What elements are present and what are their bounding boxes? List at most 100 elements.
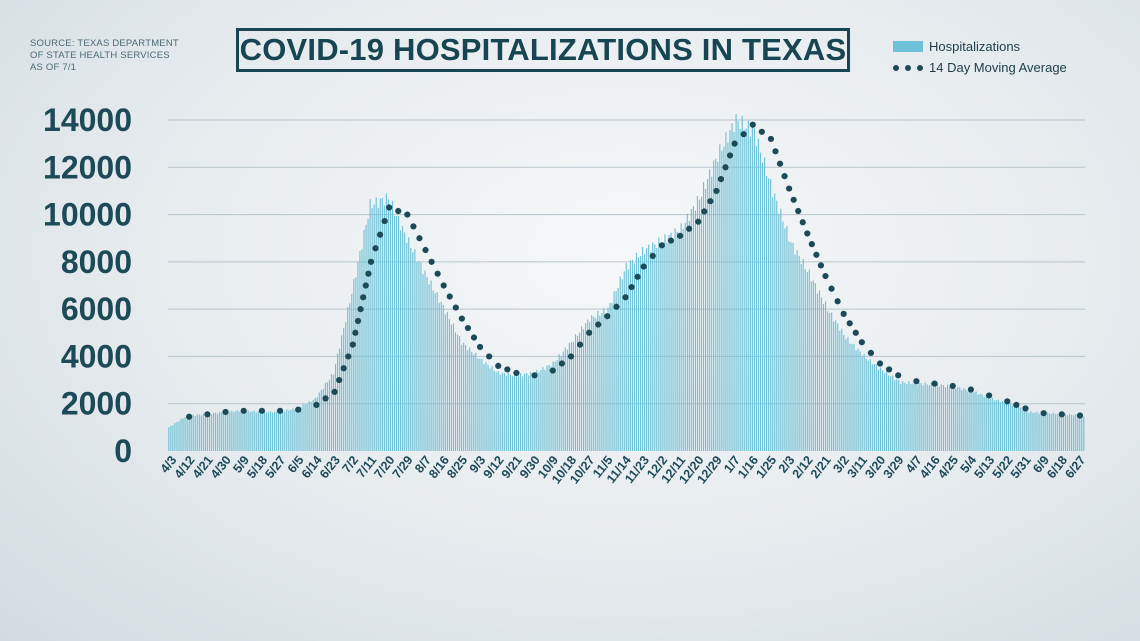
bar	[469, 347, 471, 451]
moving-average-dot	[416, 235, 423, 242]
x-tick-label: 6/27	[1062, 453, 1088, 481]
bar	[981, 394, 983, 451]
bar	[589, 321, 591, 451]
bar	[509, 374, 511, 451]
y-axis-tick-labels: 0 2000 4000 6000 8000 10000 12000 14000	[43, 102, 132, 469]
bar	[381, 197, 383, 451]
bar	[534, 374, 536, 451]
bar	[894, 380, 896, 451]
moving-average-dot	[1013, 401, 1020, 408]
bar	[1003, 401, 1006, 451]
bar	[983, 397, 985, 451]
bar	[247, 410, 249, 451]
bar	[515, 376, 518, 451]
bar	[178, 421, 180, 451]
moving-average-dot	[613, 303, 620, 310]
moving-average-dot	[949, 382, 956, 390]
bar	[271, 412, 274, 451]
bar	[892, 375, 894, 451]
bar	[300, 407, 302, 451]
bar	[1046, 412, 1048, 451]
bar	[235, 410, 237, 451]
y-tick-label: 10000	[43, 197, 132, 233]
bar	[495, 372, 497, 451]
bar	[723, 146, 725, 451]
bar	[538, 372, 540, 451]
moving-average-dot	[446, 293, 453, 300]
moving-average-dot	[464, 324, 472, 332]
bar	[951, 387, 953, 451]
legend: Hospitalizations 14 Day Moving Average	[893, 36, 1067, 78]
bar	[666, 242, 668, 451]
bar	[922, 385, 924, 451]
bar	[629, 260, 631, 451]
bar	[507, 372, 509, 451]
bar	[751, 127, 753, 451]
moving-average-dot	[604, 313, 611, 320]
moving-average-dot	[804, 230, 811, 237]
moving-average-dot	[549, 367, 556, 374]
bar	[430, 280, 432, 451]
bar	[1077, 415, 1079, 451]
bar	[280, 410, 282, 451]
bar	[416, 261, 418, 451]
bar	[233, 412, 235, 451]
moving-average-dot	[322, 395, 329, 402]
bar	[446, 311, 448, 451]
moving-average-dot	[1040, 410, 1047, 417]
bar	[729, 130, 731, 451]
bar	[711, 176, 713, 452]
bar	[761, 162, 764, 451]
bar	[906, 384, 908, 451]
moving-average-dot	[828, 285, 835, 292]
bar	[987, 397, 989, 451]
moving-average-dot	[586, 329, 593, 336]
bar	[1007, 402, 1010, 451]
bar	[261, 412, 263, 451]
bar	[898, 380, 900, 451]
bar	[1071, 414, 1073, 451]
bar	[1062, 413, 1065, 451]
bar	[475, 352, 477, 451]
bar	[1005, 403, 1008, 451]
moving-average-dot	[276, 407, 284, 414]
bar	[332, 374, 335, 451]
bar	[1052, 412, 1054, 451]
moving-average-dot	[876, 360, 884, 367]
bar	[1079, 415, 1081, 451]
bar	[869, 358, 871, 451]
bar	[564, 347, 566, 451]
bar	[768, 178, 770, 451]
bar	[883, 373, 886, 451]
bar	[615, 291, 617, 451]
bar	[412, 252, 414, 451]
bar	[857, 348, 859, 451]
moving-average-dot	[576, 341, 584, 348]
bar	[1042, 412, 1044, 451]
y-tick-label: 6000	[61, 291, 132, 327]
bar	[198, 414, 200, 451]
moving-average-dot	[622, 294, 629, 301]
bar	[288, 410, 290, 451]
bar	[641, 247, 644, 451]
moving-average-dot	[713, 187, 720, 195]
bar	[251, 411, 253, 451]
bar	[957, 387, 959, 451]
bar	[717, 161, 719, 451]
bar	[682, 228, 684, 451]
moving-average-dot	[967, 386, 975, 393]
bar	[759, 152, 762, 451]
y-tick-label: 2000	[61, 386, 132, 422]
bar	[215, 412, 217, 451]
bar	[1058, 413, 1060, 451]
moving-average-dot	[667, 237, 675, 244]
bar	[200, 415, 202, 451]
moving-average-dot	[772, 148, 779, 155]
bar	[888, 375, 890, 451]
moving-average-dot	[345, 353, 352, 360]
bar	[239, 411, 241, 451]
moving-average-dot	[558, 360, 565, 367]
bar	[170, 425, 172, 451]
moving-average-dot	[486, 353, 493, 360]
